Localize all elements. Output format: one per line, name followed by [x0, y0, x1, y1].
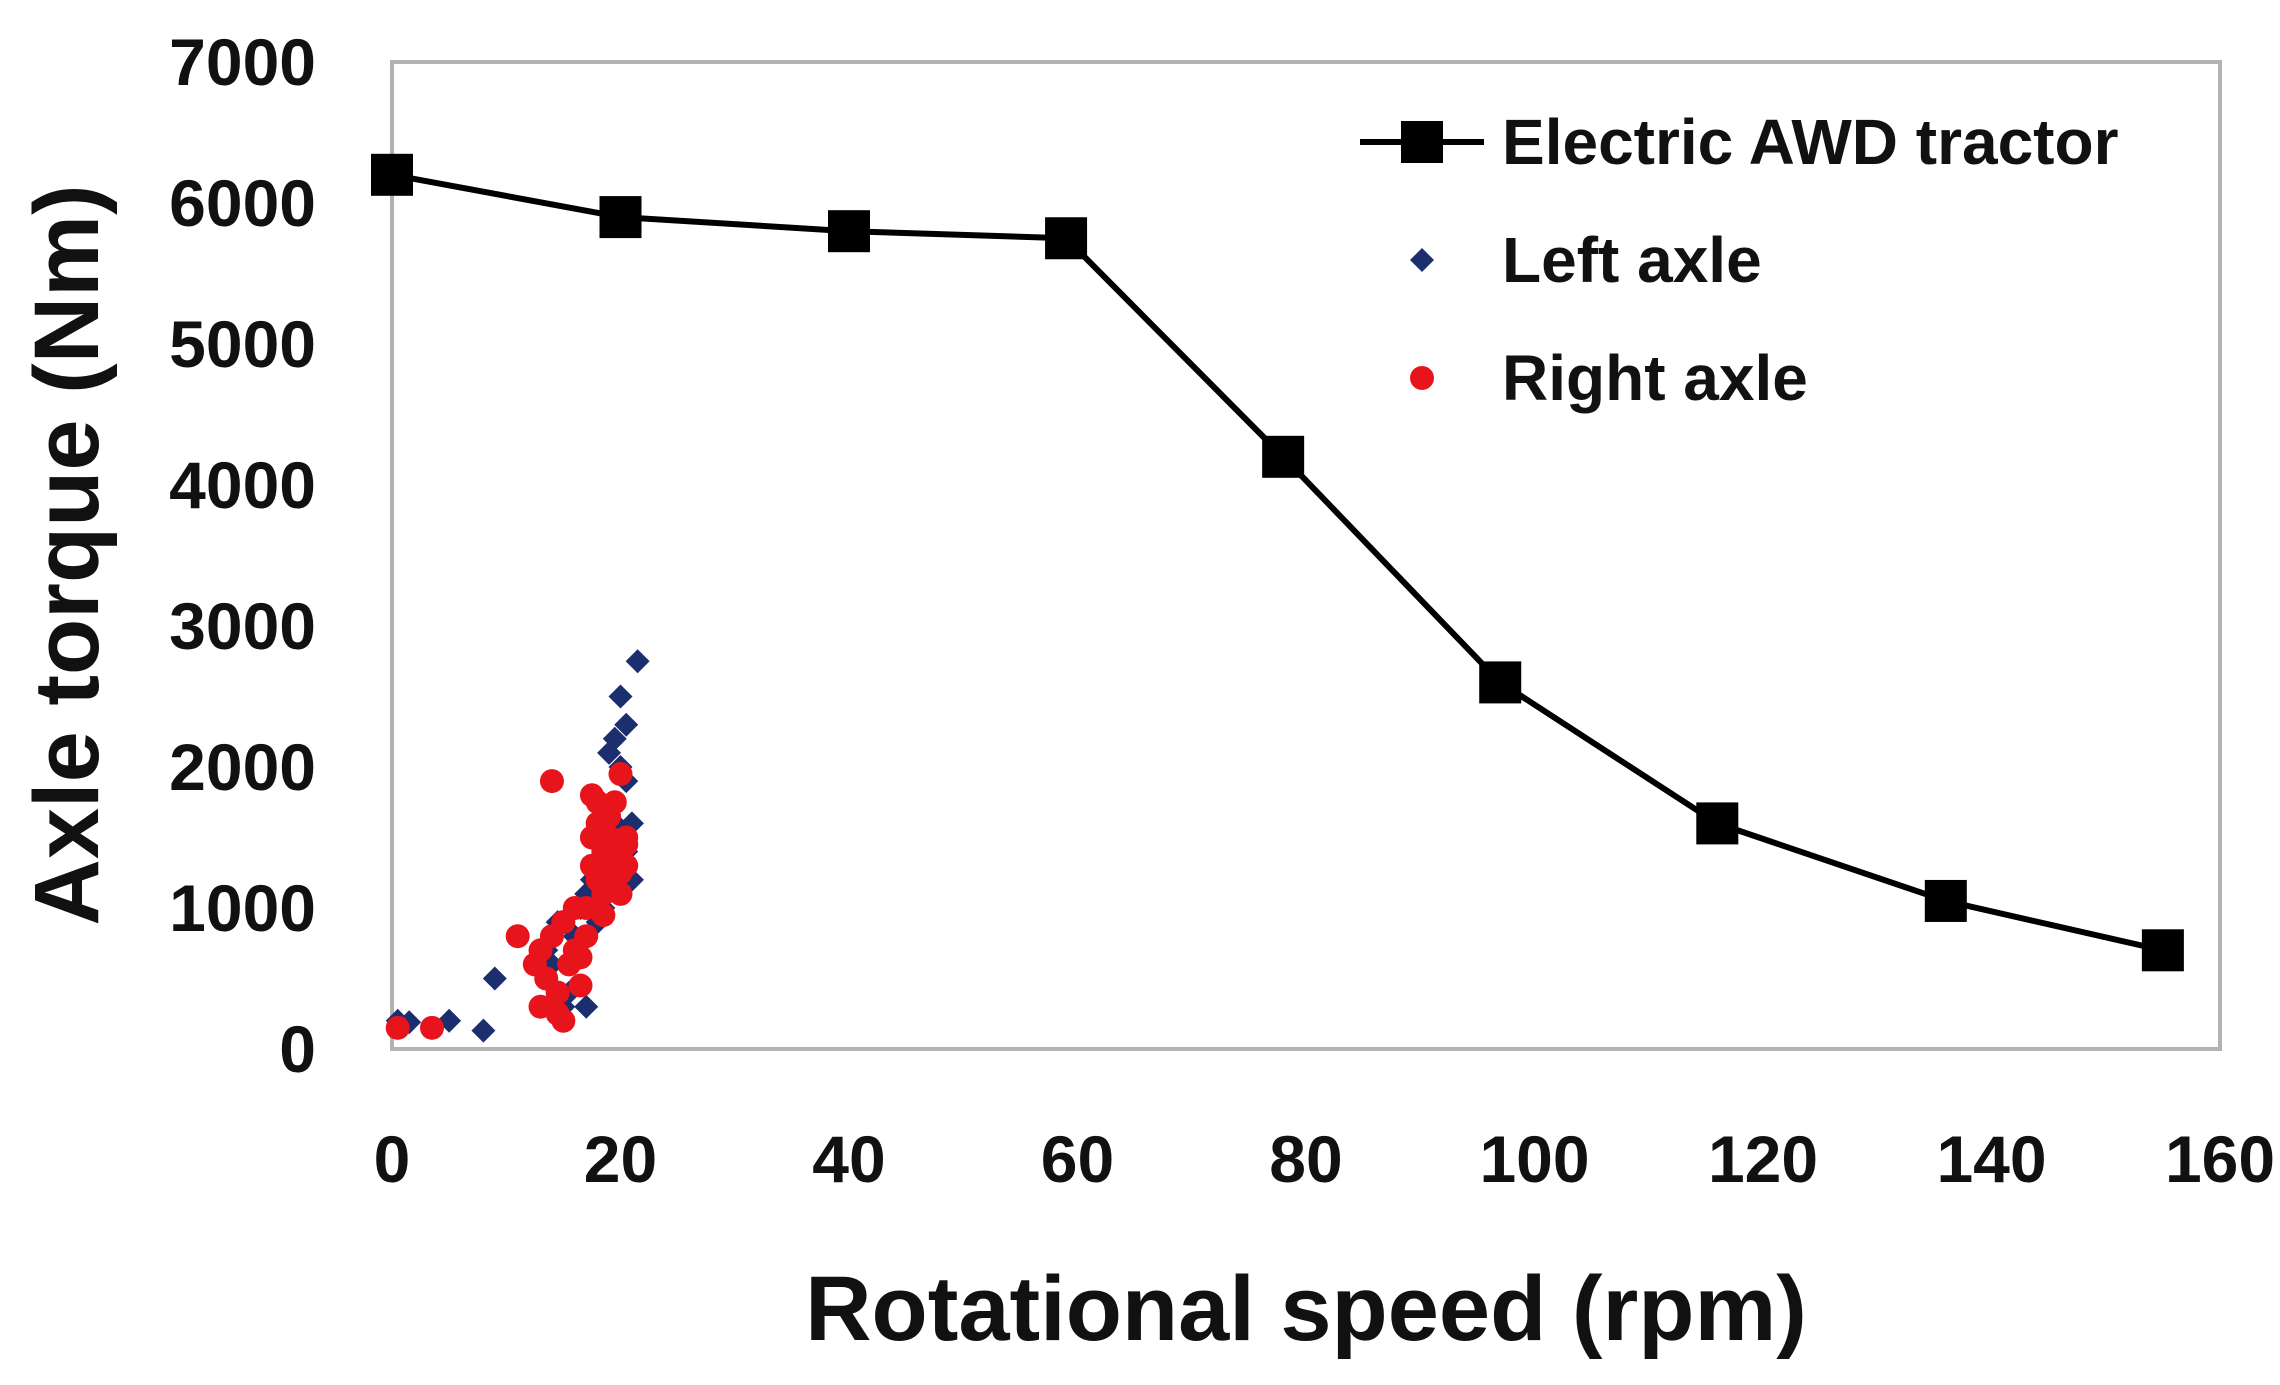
data-point-square	[371, 153, 413, 196]
series-right-axle	[385, 762, 639, 1040]
data-point-circle	[608, 881, 633, 906]
x-tick-label: 80	[1269, 1122, 1342, 1196]
legend-square-symbol	[1401, 121, 1443, 163]
data-point-diamond	[625, 649, 650, 674]
legend-circle-symbol	[1410, 366, 1434, 390]
data-point-square	[828, 210, 870, 253]
x-tick-label: 120	[1708, 1122, 1818, 1196]
x-tick-label: 20	[584, 1122, 657, 1196]
legend-entry: Right axle	[1410, 342, 1808, 414]
data-point-circle	[568, 973, 593, 998]
y-tick-label: 4000	[169, 448, 316, 522]
data-point-circle	[505, 924, 530, 949]
series-electric-awd-tractor	[371, 153, 2184, 972]
data-point-circle	[551, 1008, 576, 1033]
data-point-diamond	[602, 726, 627, 751]
data-point-circle	[419, 1015, 444, 1040]
y-tick-label: 0	[279, 1012, 316, 1086]
data-point-square	[1262, 435, 1305, 478]
chart-marks	[371, 153, 2184, 1043]
legend-entry: Electric AWD tractor	[1360, 106, 2118, 178]
data-point-square	[1696, 802, 1739, 845]
data-point-circle	[602, 790, 627, 815]
x-tick-label: 100	[1479, 1122, 1589, 1196]
data-point-circle	[591, 903, 616, 928]
data-point-square	[1045, 217, 1088, 260]
data-point-circle	[568, 945, 593, 970]
y-axis-title: Axle torque (Nm)	[16, 184, 118, 925]
data-point-square	[1479, 661, 1522, 704]
y-tick-label: 3000	[169, 589, 316, 663]
data-point-diamond	[471, 1018, 496, 1043]
series-line	[391, 171, 2164, 954]
data-point-diamond	[482, 966, 507, 991]
data-point-diamond	[614, 712, 639, 737]
legend-entry: Left axle	[1410, 224, 1762, 296]
x-tick-label: 60	[1041, 1122, 1114, 1196]
data-point-circle	[574, 924, 599, 949]
legend-label: Electric AWD tractor	[1502, 106, 2118, 178]
y-tick-label: 7000	[169, 25, 316, 99]
data-point-circle	[614, 853, 639, 878]
data-point-circle	[539, 769, 564, 794]
x-tick-label: 160	[2165, 1122, 2275, 1196]
x-tick-label: 140	[1936, 1122, 2046, 1196]
data-point-circle	[545, 980, 570, 1005]
x-tick-label: 40	[812, 1122, 885, 1196]
legend-label: Right axle	[1502, 342, 1808, 414]
y-tick-label: 6000	[169, 166, 316, 240]
plot-area-frame	[390, 60, 2222, 1051]
data-point-circle	[385, 1015, 410, 1040]
data-point-diamond	[574, 994, 599, 1019]
data-point-diamond	[608, 684, 633, 709]
y-tick-label: 1000	[169, 871, 316, 945]
data-point-square	[2141, 929, 2184, 972]
data-point-square	[599, 196, 642, 239]
data-point-circle	[614, 832, 639, 857]
legend: Electric AWD tractor Left axle Right axle	[1360, 106, 2118, 414]
chart-axes: Rotational speed (rpm) Axle torque (Nm) …	[16, 25, 2275, 1360]
y-tick-label: 5000	[169, 307, 316, 381]
data-point-diamond	[437, 1008, 462, 1033]
x-axis-title: Rotational speed (rpm)	[805, 1258, 1807, 1360]
legend-diamond-symbol	[1410, 248, 1434, 272]
x-tick-label: 0	[374, 1122, 411, 1196]
y-tick-label: 2000	[169, 730, 316, 804]
legend-label: Left axle	[1502, 224, 1762, 296]
data-point-circle	[608, 762, 633, 787]
data-point-square	[1924, 879, 1967, 922]
